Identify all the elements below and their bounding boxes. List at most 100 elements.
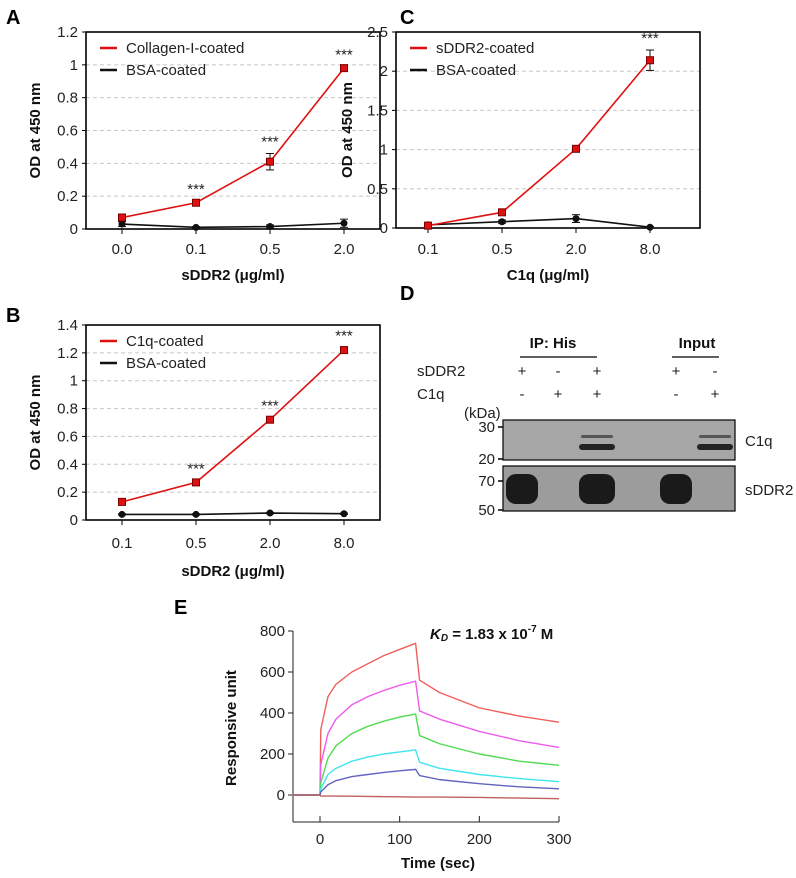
legend-label: C1q-coated [126, 333, 204, 350]
y-tick-label: 1 [70, 373, 78, 390]
blot-name: sDDR2 [745, 482, 793, 499]
x-tick-label: 8.0 [334, 535, 355, 552]
panel-label-A: A [6, 7, 20, 29]
blot-name: C1q [745, 433, 773, 450]
data-point [266, 509, 274, 517]
x-axis-label: sDDR2 (μg/ml) [181, 563, 284, 580]
panel-label-B: B [6, 305, 20, 327]
y-tick-label: 1 [70, 57, 78, 74]
legend-label: BSA-coated [436, 62, 516, 79]
chart-C: 0 0.5 1 1.5 2 2.5 0.1 0.5 2.0 8.0 C1q (μg/ml) OD at… [339, 24, 701, 284]
data-point [118, 213, 126, 222]
sensorgram-curve-4 [292, 768, 560, 796]
kda-label: (kDa) [464, 405, 501, 422]
marker-label: 70 [478, 473, 495, 490]
data-point [498, 208, 506, 217]
x-tick-label: 200 [467, 831, 492, 848]
plot-frame [85, 324, 381, 521]
legend-label: BSA-coated [126, 62, 206, 79]
marker-label: 50 [478, 502, 495, 519]
lane-sign: - [520, 386, 525, 403]
sensorgram-curve-1 [292, 680, 560, 796]
row-label: sDDR2 [417, 363, 465, 380]
data-point [572, 144, 580, 153]
western-blot: IP: His Input sDDR2 C1q + - - + + + + - - + (kDa)30 20 7… [417, 335, 793, 519]
data-point [118, 497, 126, 506]
lane-sign: + [593, 363, 602, 380]
data-point [266, 223, 274, 231]
legend-label: BSA-coated [126, 355, 206, 372]
plot-frame [85, 31, 381, 230]
blot-sddr2 [502, 465, 736, 512]
y-tick-label: 1 [380, 142, 388, 159]
x-tick-label: 2.0 [566, 241, 587, 258]
marker-label: 30 [478, 419, 495, 436]
sensorgram-curve-5 [292, 794, 560, 800]
sensorgram-curve-0 [292, 642, 560, 796]
lane-sign: - [556, 363, 561, 380]
y-tick-label: 0.4 [57, 456, 78, 473]
data-point [118, 220, 126, 228]
significance-marker: *** [187, 460, 205, 477]
data-point [192, 510, 200, 518]
y-tick-label: 2.5 [367, 24, 388, 41]
y-tick-label: 0.2 [57, 484, 78, 501]
significance-marker: *** [335, 327, 353, 344]
y-axis-label: OD at 450 nm [27, 83, 44, 179]
group-label: Input [679, 335, 716, 352]
band [579, 474, 615, 504]
data-point [646, 56, 654, 65]
legend-label: sDDR2-coated [436, 40, 534, 57]
series-line-0 [121, 349, 345, 503]
x-tick-label: 0 [316, 831, 324, 848]
group-label: IP: His [530, 335, 577, 352]
kd-symbol: K [430, 626, 442, 643]
x-tick-label: 2.0 [334, 241, 355, 258]
y-tick-label: 0 [380, 220, 388, 237]
significance-marker: *** [335, 46, 353, 63]
x-axis-label: Time (sec) [401, 855, 475, 872]
y-tick-label: 0.2 [57, 188, 78, 205]
y-tick-label: 0.8 [57, 90, 78, 107]
y-tick-label: 0.5 [367, 181, 388, 198]
lane-sign: + [554, 386, 563, 403]
legend-label: Collagen-I-coated [126, 40, 244, 57]
sensorgram-curve-2 [292, 713, 560, 796]
y-axis-label: Responsive unit [223, 670, 240, 786]
series-line-0 [427, 59, 651, 227]
band [660, 474, 692, 504]
y-tick-label: 0 [70, 512, 78, 529]
y-tick-label: 0.6 [57, 123, 78, 140]
lane-sign: + [518, 363, 527, 380]
band [697, 444, 733, 450]
kd-exponent: -7 [528, 624, 537, 635]
row-label: C1q [417, 386, 445, 403]
y-tick-label: 200 [260, 746, 285, 763]
chart-B: 0 0.2 0.4 0.6 0.8 1 1.2 1.4 0.1 0.5 2.0 8.0 sDDR2 (μ… [27, 317, 381, 580]
significance-marker: *** [261, 398, 279, 415]
band [506, 474, 538, 504]
x-tick-label: 0.5 [186, 535, 207, 552]
x-tick-label: 0.5 [492, 241, 513, 258]
y-tick-label: 0 [70, 221, 78, 238]
band [699, 435, 731, 438]
lane-sign: - [713, 363, 718, 380]
x-tick-label: 300 [546, 831, 571, 848]
y-axis-label: OD at 450 nm [339, 82, 356, 178]
y-tick-label: 1.2 [57, 24, 78, 41]
y-tick-label: 800 [260, 623, 285, 640]
data-point [192, 223, 200, 231]
data-point [266, 157, 274, 166]
x-tick-label: 2.0 [260, 535, 281, 552]
x-tick-label: 8.0 [640, 241, 661, 258]
data-point [192, 478, 200, 487]
significance-marker: *** [261, 133, 279, 150]
data-point [340, 64, 348, 73]
marker-label: 20 [478, 451, 495, 468]
data-point [572, 215, 580, 223]
blot-c1q [502, 419, 736, 461]
lane-sign: + [593, 386, 602, 403]
x-tick-label: 0.0 [112, 241, 133, 258]
x-tick-label: 0.1 [418, 241, 439, 258]
y-tick-label: 0.6 [57, 428, 78, 445]
